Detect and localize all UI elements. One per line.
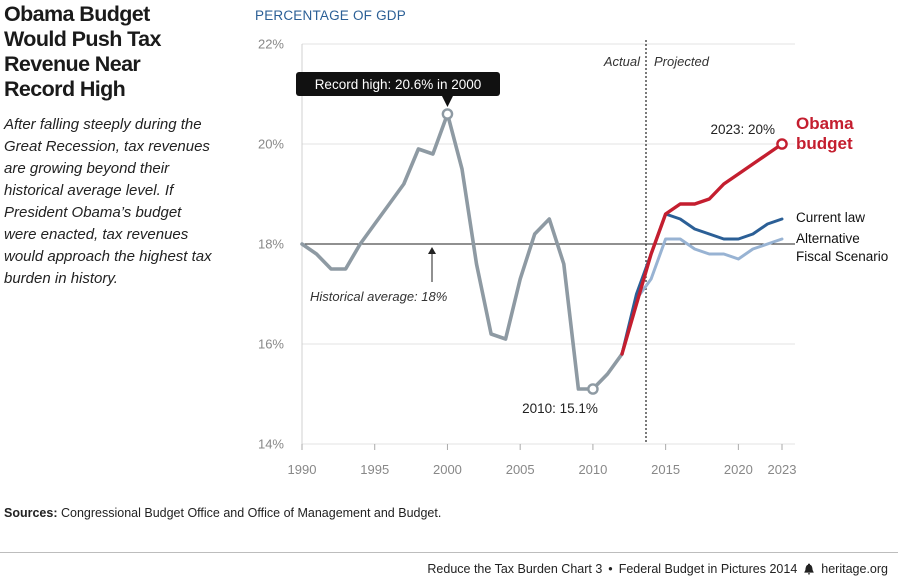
historical-series-line (300, 112, 624, 391)
page-title: Obama Budget Would Push Tax Revenue Near… (4, 2, 161, 101)
footer: Reduce the Tax Burden Chart 3 • Federal … (427, 562, 888, 576)
alternative-scenario-label-line1: Alternative (796, 231, 860, 246)
sources-label: Sources: (4, 506, 58, 520)
footer-separator: • (608, 562, 613, 576)
2023-end-point (776, 138, 788, 150)
y-tick-label: 16% (258, 337, 284, 352)
y-tick-label: 22% (258, 37, 284, 52)
record-high-callout-box (296, 72, 500, 96)
footer-publication: Federal Budget in Pictures 2014 (618, 562, 798, 576)
sources-note: Sources: Congressional Budget Office and… (4, 506, 441, 520)
series-labels-layer: Obama budget Current law Alternative Fis… (796, 114, 888, 264)
obama-budget-label-line2: budget (796, 134, 853, 153)
y-tick-label: 20% (258, 137, 284, 152)
historical-average-arrowhead (428, 247, 436, 254)
x-tick-label: 2010 (578, 462, 607, 477)
alternative-series-line (620, 237, 784, 356)
2023-end-label: 2023: 20% (710, 122, 775, 137)
historical-average-label: Historical average: 18% (310, 289, 447, 304)
x-tick-label: 2020 (724, 462, 753, 477)
x-tick-label: 2015 (651, 462, 680, 477)
footer-divider (0, 552, 898, 553)
sources-text: Congressional Budget Office and Office o… (60, 506, 442, 520)
x-tick-label: 1995 (360, 462, 389, 477)
y-tick-label: 14% (258, 437, 284, 452)
2010-low-point (587, 383, 599, 395)
revenue-line-chart: 14% 16% 18% 20% 22% 1990 1995 2000 2005 2010 2015 2… (258, 37, 888, 478)
actual-region-label: Actual (603, 54, 641, 69)
obama-series-line (620, 142, 784, 356)
y-tick-label: 18% (258, 237, 284, 252)
record-high-label: Record high: 20.6% in 2000 (315, 77, 482, 92)
liberty-bell-icon (804, 563, 815, 575)
footer-site-link[interactable]: heritage.org (821, 562, 888, 576)
divider-layer: Actual Projected (603, 40, 710, 444)
series-layer (300, 108, 788, 395)
record-high-callout-pointer (441, 95, 454, 107)
projected-region-label: Projected (654, 54, 710, 69)
2010-low-label: 2010: 15.1% (522, 401, 598, 416)
footer-chart-ref: Reduce the Tax Burden Chart 3 (427, 562, 603, 576)
x-tick-label: 2000 (433, 462, 462, 477)
x-tick-label: 2023 (768, 462, 797, 477)
page-subtitle: After falling steeply during the Great R… (4, 116, 212, 287)
obama-budget-label-line1: Obama (796, 114, 854, 133)
y-axis-title: PERCENTAGE OF GDP (255, 8, 406, 23)
reference-layer: Historical average: 18% (302, 243, 795, 304)
x-tick-label: 2005 (506, 462, 535, 477)
x-tick-label: 1990 (288, 462, 317, 477)
annotation-layer: Record high: 20.6% in 2000 2010: 15.1% 2… (296, 72, 775, 416)
record-high-point (441, 108, 454, 120)
alternative-scenario-label-line2: Fiscal Scenario (796, 249, 888, 264)
current-law-label: Current law (796, 210, 865, 225)
